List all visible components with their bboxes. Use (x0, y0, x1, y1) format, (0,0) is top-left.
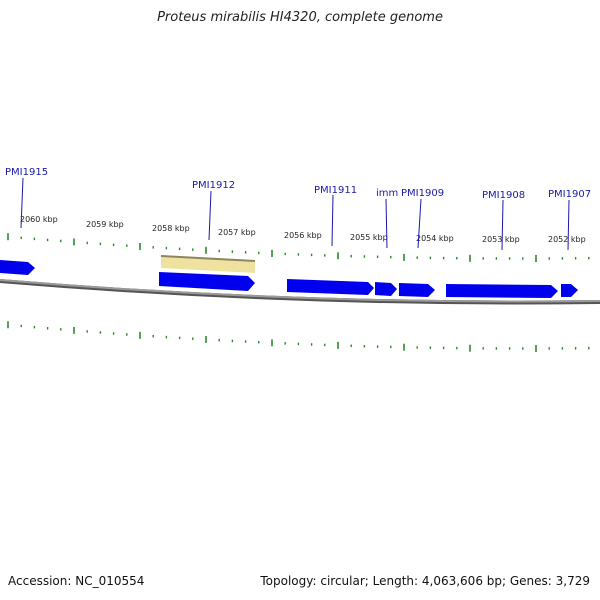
gene-arrow-pmi1912[interactable] (159, 272, 255, 291)
gene-arrow-pmi1908[interactable] (446, 284, 558, 298)
kbp-label: 2052 kbp (548, 235, 586, 244)
kbp-label: 2057 kbp (218, 228, 256, 237)
scale-ticks-outer (7, 233, 590, 263)
gene-label-pmi1911[interactable]: PMI1911 (314, 185, 357, 196)
gene-arrow-left-edge[interactable] (0, 260, 35, 275)
kbp-label: 2055 kbp (350, 233, 388, 242)
gene-label-pmi1908[interactable]: PMI1908 (482, 190, 525, 201)
gene-label-leaders (20, 177, 570, 251)
genome-summary-text: Topology: circular; Length: 4,063,606 bp… (260, 574, 590, 588)
kbp-label: 2053 kbp (482, 235, 520, 244)
gene-arrow-pmi1907[interactable] (561, 284, 578, 297)
kbp-label: 2054 kbp (416, 234, 454, 243)
kbp-label: 2060 kbp (20, 215, 58, 224)
genome-title: Proteus mirabilis HI4320, complete genom… (157, 10, 443, 25)
gene-arrow-imm[interactable] (375, 282, 397, 296)
gene-label-pmi1907[interactable]: PMI1907 (548, 189, 591, 200)
scale-ticks-inner (7, 321, 590, 352)
genome-backbone-highlight (0, 279, 600, 303)
gene-label-pmi1909[interactable]: PMI1909 (401, 188, 444, 199)
kbp-label: 2059 kbp (86, 220, 124, 229)
kbp-label: 2058 kbp (152, 224, 190, 233)
highlight-region[interactable] (161, 255, 255, 273)
gene-arrow-pmi1911[interactable] (287, 279, 374, 295)
gene-arrow-pmi1909[interactable] (399, 283, 435, 297)
gene-label-pmi1915[interactable]: PMI1915 (5, 167, 48, 178)
kbp-label: 2056 kbp (284, 231, 322, 240)
gene-label-pmi1912[interactable]: PMI1912 (192, 180, 235, 191)
accession-text: Accession: NC_010554 (8, 574, 145, 588)
gene-label-imm[interactable]: imm (376, 188, 398, 199)
